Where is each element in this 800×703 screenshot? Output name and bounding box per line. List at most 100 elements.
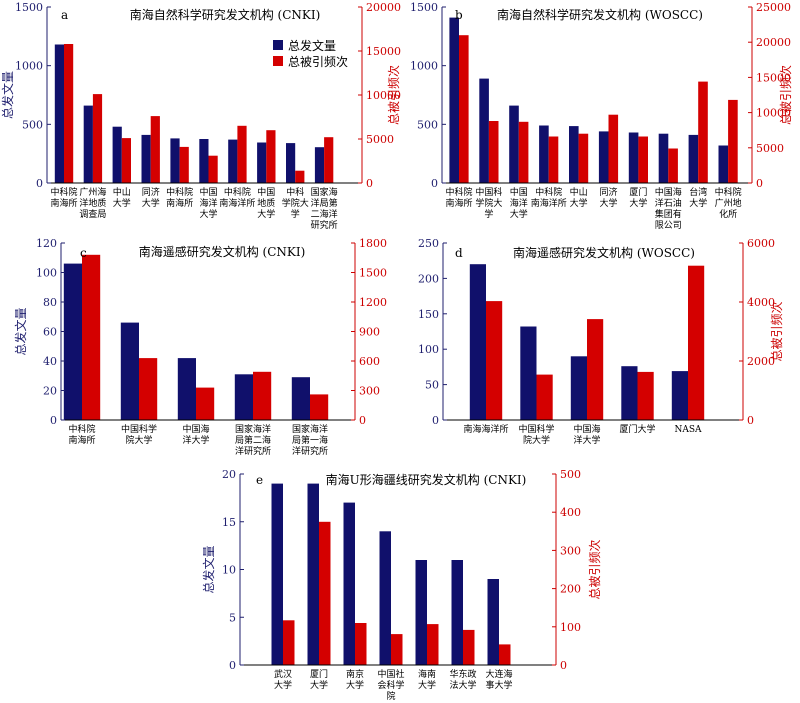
category-line: 大学	[257, 208, 275, 220]
bar-pubs-e-4	[415, 560, 427, 665]
bar-pubs-a-4	[170, 138, 180, 183]
right-tick-label: 0	[366, 177, 373, 190]
bar-cites-a-2	[121, 138, 131, 183]
category-line: 华东政	[449, 668, 476, 680]
right-tick-label: 500	[560, 468, 581, 481]
category-line: 会科学	[377, 679, 404, 691]
category-label-d-4: NASA	[674, 425, 702, 435]
category-line: 研究所	[311, 219, 338, 231]
category-line: 中科院	[224, 186, 251, 198]
category-label-d-1: 中国科学院大学	[518, 423, 554, 446]
left-tick-label: 200	[418, 272, 439, 285]
bar-cites-c-1	[139, 358, 158, 420]
category-line: 院大学	[523, 434, 550, 446]
category-line: 同济	[142, 186, 160, 198]
legend-label-cites: 总被引频次	[288, 55, 348, 69]
right-tick-label: 0	[756, 177, 763, 190]
category-line: 中国社	[377, 668, 404, 680]
left-tick-label: 120	[36, 237, 57, 250]
bar-cites-c-0	[82, 254, 101, 420]
category-line: 南海所	[68, 434, 95, 446]
bar-cites-e-2	[355, 623, 367, 665]
y-axis-label-left-c: 总发文量	[13, 307, 28, 355]
category-line: 洋研究所	[292, 445, 328, 457]
bar-cites-b-1	[488, 121, 499, 183]
legend-label-pubs: 总发文量	[288, 38, 336, 53]
panel-letter-a: a	[61, 8, 68, 22]
left-tick-label: 250	[418, 237, 439, 250]
bar-pubs-a-2	[112, 126, 122, 183]
right-tick-label: 1500	[359, 267, 387, 280]
chart-panel-c: 中科院南海所中国科学院大学中国海洋大学国家海洋局第二海洋研究所国家海洋局第一海洋…	[13, 237, 387, 457]
bar-cites-a-0	[64, 44, 74, 183]
category-line: 大学	[599, 197, 617, 209]
category-label-a-0: 中科院南海所	[50, 186, 77, 209]
bar-pubs-b-0	[449, 17, 459, 183]
bar-pubs-e-1	[307, 483, 319, 665]
category-line: 中科院	[50, 186, 77, 198]
category-line: 广州地	[715, 197, 742, 209]
category-line: NASA	[674, 425, 702, 435]
category-line: 洋大学	[182, 434, 209, 446]
category-line: 地质	[257, 197, 275, 209]
bar-cites-c-4	[310, 394, 329, 420]
bar-cites-a-9	[324, 137, 334, 183]
category-line: 南海海洋所	[463, 423, 508, 435]
category-line: 大学	[418, 679, 436, 691]
right-tick-label: 5000	[366, 133, 394, 146]
right-tick-label: 10000	[756, 107, 791, 120]
bar-pubs-d-3	[621, 366, 638, 420]
right-tick-label: 0	[560, 659, 567, 672]
category-line: 洋研究所	[235, 445, 271, 457]
category-line: 中科	[286, 186, 304, 198]
bar-pubs-a-7	[257, 142, 267, 183]
bar-cites-b-5	[608, 114, 619, 183]
bar-pubs-b-4	[569, 126, 579, 183]
left-tick-label: 1000	[410, 60, 438, 73]
category-line: 海洋	[199, 197, 217, 209]
category-label-c-3: 国家海洋局第二海洋研究所	[235, 423, 271, 457]
category-line: 中山	[113, 186, 131, 198]
category-line: 学院大	[475, 197, 502, 209]
category-label-c-1: 中国科学院大学	[121, 423, 157, 446]
bar-pubs-e-5	[451, 560, 463, 665]
bar-pubs-d-2	[570, 356, 587, 420]
category-label-b-1: 中国科学院大学	[475, 186, 502, 220]
category-line: 洋地质	[79, 197, 106, 209]
bar-pubs-e-0	[271, 483, 283, 665]
category-label-e-3: 中国社会科学院	[377, 668, 404, 702]
bar-cites-a-6	[237, 125, 247, 183]
bar-pubs-c-3	[234, 374, 253, 420]
category-label-c-0: 中科院南海所	[68, 423, 95, 446]
left-tick-label: 0	[431, 177, 438, 190]
right-tick-label: 25000	[756, 1, 791, 14]
bar-pubs-d-0	[469, 264, 486, 420]
bar-cites-d-4	[688, 265, 705, 420]
bar-cites-a-8	[295, 170, 305, 183]
category-line: 国家海	[311, 186, 338, 198]
y-axis-label-right-b: 总被引频次	[779, 65, 793, 125]
category-line: 中国	[510, 186, 528, 198]
bar-cites-e-6	[499, 644, 511, 665]
category-label-e-2: 南京大学	[346, 668, 364, 691]
category-line: 大学	[570, 197, 588, 209]
bar-pubs-c-0	[63, 263, 82, 420]
left-tick-label: 500	[417, 118, 438, 131]
category-line: 国家海洋	[292, 423, 328, 435]
category-label-b-7: 中国海洋石油集团有限公司	[655, 186, 682, 231]
left-tick-label: 1500	[15, 1, 43, 14]
bar-pubs-b-2	[509, 105, 519, 183]
left-tick-label: 1500	[410, 1, 438, 14]
category-label-b-8: 台湾大学	[689, 186, 707, 209]
category-label-a-9: 国家海洋局第二海洋研究所	[311, 186, 338, 231]
y-axis-label-left-a: 总发文量	[0, 71, 15, 119]
bar-pubs-e-3	[379, 531, 391, 665]
category-line: 洋局第	[311, 197, 338, 209]
category-line: 南海洋所	[531, 197, 567, 209]
bar-cites-a-5	[208, 155, 218, 183]
chart-title-b: 南海自然科学研究发文机构 (WOSCC)	[497, 7, 703, 22]
category-line: 武汉	[274, 668, 292, 680]
category-label-e-5: 华东政法大学	[449, 668, 476, 691]
left-tick-label: 100	[36, 267, 57, 280]
